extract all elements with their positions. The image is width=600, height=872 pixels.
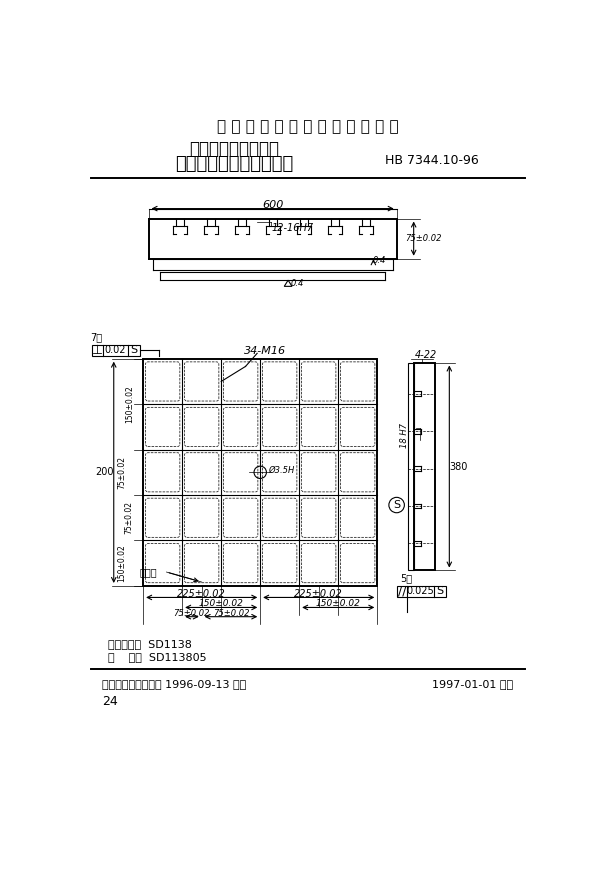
Text: 200: 200 <box>95 467 114 477</box>
Text: 600: 600 <box>262 200 283 210</box>
Text: 标    记：  SD113805: 标 记： SD113805 <box>107 651 206 662</box>
Text: 380: 380 <box>449 461 468 472</box>
Text: 0.025: 0.025 <box>407 586 434 596</box>
Text: 75±0.02: 75±0.02 <box>174 610 210 618</box>
Text: Ø3.5H: Ø3.5H <box>268 466 294 474</box>
Text: 4-22: 4-22 <box>415 350 437 360</box>
Text: 150±0.02: 150±0.02 <box>316 599 361 608</box>
Text: 75±0.02: 75±0.02 <box>406 234 442 243</box>
Text: 18 H7: 18 H7 <box>400 423 409 448</box>
Text: 75±0.02: 75±0.02 <box>117 456 126 489</box>
Text: 75±0.02: 75±0.02 <box>213 610 249 618</box>
Text: 24: 24 <box>102 695 118 708</box>
Text: 150±0.02: 150±0.02 <box>125 385 134 423</box>
Bar <box>408 363 415 570</box>
Text: 1997-01-01 实施: 1997-01-01 实施 <box>432 678 513 689</box>
Text: 数控机床用夹具元件: 数控机床用夹具元件 <box>189 140 279 158</box>
Text: 150±0.02: 150±0.02 <box>117 544 126 582</box>
Text: 0.02: 0.02 <box>104 345 126 355</box>
Text: ⊥: ⊥ <box>92 344 103 357</box>
Text: S: S <box>130 345 137 355</box>
Text: HB 7344.10-96: HB 7344.10-96 <box>385 153 478 167</box>
Text: S: S <box>436 586 443 596</box>
Text: S: S <box>393 500 400 510</box>
Text: 75±0.02: 75±0.02 <box>125 501 134 535</box>
Text: 150±0.02: 150±0.02 <box>199 599 244 608</box>
Text: 225±0.02: 225±0.02 <box>295 589 343 598</box>
Text: 12-16H7: 12-16H7 <box>271 223 313 233</box>
Bar <box>397 586 446 596</box>
Bar <box>92 345 140 356</box>
Text: 分类代号：  SD1138: 分类代号： SD1138 <box>107 638 191 649</box>
Text: 标记处: 标记处 <box>139 567 157 577</box>
Text: 中 华 人 民 共 和 国 航 空 工 业 标 准: 中 华 人 民 共 和 国 航 空 工 业 标 准 <box>217 119 398 133</box>
Text: 中国航空工业总公司 1996-09-13 发布: 中国航空工业总公司 1996-09-13 发布 <box>102 678 247 689</box>
Text: 5槽: 5槽 <box>401 573 413 583</box>
Bar <box>415 363 436 570</box>
Text: 0.4: 0.4 <box>373 256 386 265</box>
Text: 225±0.02: 225±0.02 <box>178 589 226 598</box>
Text: 7槽: 7槽 <box>91 332 103 342</box>
Bar <box>143 358 377 586</box>
Text: 大型槽定位长方形基础板: 大型槽定位长方形基础板 <box>175 155 293 173</box>
Text: 0.4: 0.4 <box>291 279 304 288</box>
Text: 34-M16: 34-M16 <box>244 346 286 356</box>
Text: //: // <box>398 585 406 598</box>
